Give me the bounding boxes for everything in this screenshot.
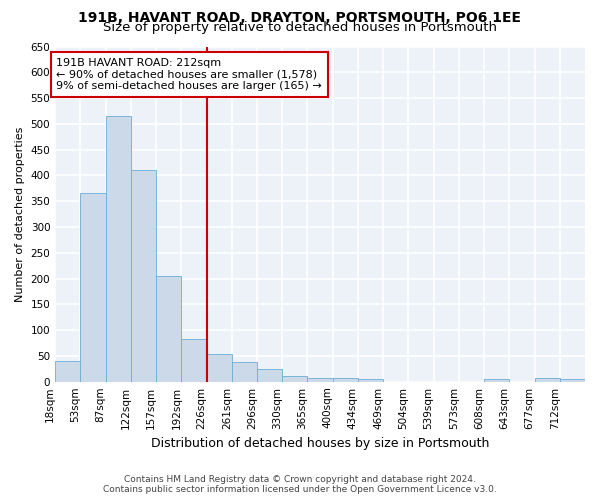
Bar	[535, 378, 560, 382]
Bar	[181, 339, 206, 382]
Bar	[257, 369, 282, 382]
Bar	[156, 276, 181, 382]
Bar	[232, 362, 257, 382]
Bar	[80, 194, 106, 382]
Bar	[106, 116, 131, 382]
Bar	[282, 376, 307, 382]
Text: Contains HM Land Registry data © Crown copyright and database right 2024.
Contai: Contains HM Land Registry data © Crown c…	[103, 474, 497, 494]
Text: 191B HAVANT ROAD: 212sqm
← 90% of detached houses are smaller (1,578)
9% of semi: 191B HAVANT ROAD: 212sqm ← 90% of detach…	[56, 58, 322, 91]
X-axis label: Distribution of detached houses by size in Portsmouth: Distribution of detached houses by size …	[151, 437, 489, 450]
Text: 191B, HAVANT ROAD, DRAYTON, PORTSMOUTH, PO6 1EE: 191B, HAVANT ROAD, DRAYTON, PORTSMOUTH, …	[79, 11, 521, 25]
Text: Size of property relative to detached houses in Portsmouth: Size of property relative to detached ho…	[103, 21, 497, 34]
Bar	[131, 170, 156, 382]
Bar	[560, 379, 585, 382]
Y-axis label: Number of detached properties: Number of detached properties	[15, 126, 25, 302]
Bar	[358, 379, 383, 382]
Bar	[206, 354, 232, 382]
Bar	[307, 378, 332, 382]
Bar	[332, 378, 358, 382]
Bar	[55, 361, 80, 382]
Bar	[484, 379, 509, 382]
